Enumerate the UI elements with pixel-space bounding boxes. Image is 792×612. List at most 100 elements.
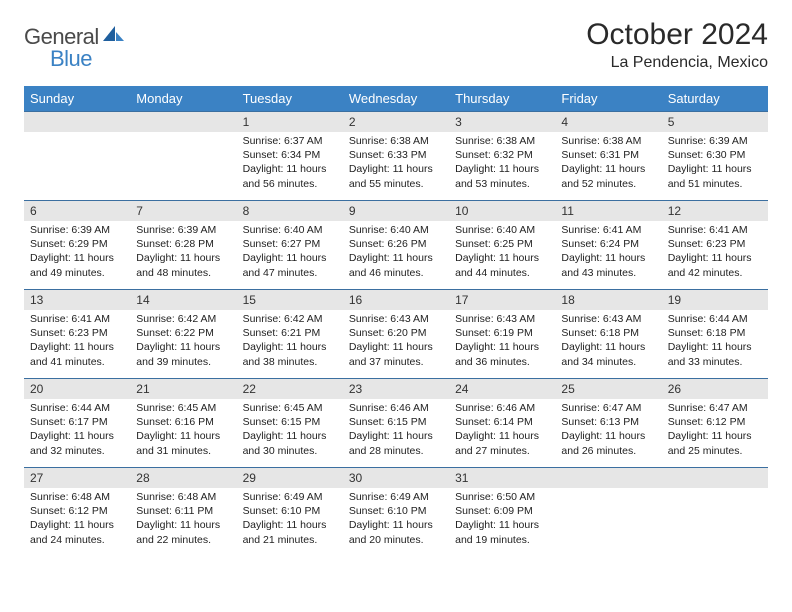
sunrise-text: Sunrise: 6:48 AM [136, 490, 230, 504]
daylight-text: Daylight: 11 hours and 51 minutes. [668, 162, 762, 190]
calendar-cell: 12Sunrise: 6:41 AMSunset: 6:23 PMDayligh… [662, 201, 768, 290]
calendar-table: Sunday Monday Tuesday Wednesday Thursday… [24, 86, 768, 556]
calendar-cell: 20Sunrise: 6:44 AMSunset: 6:17 PMDayligh… [24, 379, 130, 468]
sunset-text: Sunset: 6:16 PM [136, 415, 230, 429]
day-number: 27 [24, 468, 130, 488]
day-number: 12 [662, 201, 768, 221]
cell-body: Sunrise: 6:44 AMSunset: 6:17 PMDaylight:… [24, 399, 130, 462]
calendar-week-row: 6Sunrise: 6:39 AMSunset: 6:29 PMDaylight… [24, 201, 768, 290]
sunrise-text: Sunrise: 6:39 AM [136, 223, 230, 237]
weekday-header: Sunday [24, 86, 130, 112]
day-number: 9 [343, 201, 449, 221]
daylight-text: Daylight: 11 hours and 22 minutes. [136, 518, 230, 546]
logo-text-blue: Blue [50, 46, 92, 71]
sunrise-text: Sunrise: 6:49 AM [349, 490, 443, 504]
daylight-text: Daylight: 11 hours and 37 minutes. [349, 340, 443, 368]
daylight-text: Daylight: 11 hours and 48 minutes. [136, 251, 230, 279]
cell-body: Sunrise: 6:43 AMSunset: 6:18 PMDaylight:… [555, 310, 661, 373]
weekday-header: Tuesday [237, 86, 343, 112]
sunset-text: Sunset: 6:22 PM [136, 326, 230, 340]
sunrise-text: Sunrise: 6:45 AM [136, 401, 230, 415]
day-number: 30 [343, 468, 449, 488]
sunset-text: Sunset: 6:28 PM [136, 237, 230, 251]
day-number: 24 [449, 379, 555, 399]
daylight-text: Daylight: 11 hours and 31 minutes. [136, 429, 230, 457]
cell-body: Sunrise: 6:43 AMSunset: 6:19 PMDaylight:… [449, 310, 555, 373]
calendar-cell: 13Sunrise: 6:41 AMSunset: 6:23 PMDayligh… [24, 290, 130, 379]
daylight-text: Daylight: 11 hours and 30 minutes. [243, 429, 337, 457]
sunrise-text: Sunrise: 6:47 AM [561, 401, 655, 415]
cell-body: Sunrise: 6:50 AMSunset: 6:09 PMDaylight:… [449, 488, 555, 551]
cell-body: Sunrise: 6:47 AMSunset: 6:13 PMDaylight:… [555, 399, 661, 462]
calendar-cell: 30Sunrise: 6:49 AMSunset: 6:10 PMDayligh… [343, 468, 449, 557]
calendar-cell: 27Sunrise: 6:48 AMSunset: 6:12 PMDayligh… [24, 468, 130, 557]
sunset-text: Sunset: 6:12 PM [30, 504, 124, 518]
daylight-text: Daylight: 11 hours and 28 minutes. [349, 429, 443, 457]
calendar-cell: 25Sunrise: 6:47 AMSunset: 6:13 PMDayligh… [555, 379, 661, 468]
cell-body: Sunrise: 6:48 AMSunset: 6:12 PMDaylight:… [24, 488, 130, 551]
cell-body: Sunrise: 6:37 AMSunset: 6:34 PMDaylight:… [237, 132, 343, 195]
day-number: 14 [130, 290, 236, 310]
sunrise-text: Sunrise: 6:39 AM [668, 134, 762, 148]
sunrise-text: Sunrise: 6:40 AM [243, 223, 337, 237]
weekday-header: Friday [555, 86, 661, 112]
cell-body: Sunrise: 6:38 AMSunset: 6:32 PMDaylight:… [449, 132, 555, 195]
daylight-text: Daylight: 11 hours and 53 minutes. [455, 162, 549, 190]
daylight-text: Daylight: 11 hours and 34 minutes. [561, 340, 655, 368]
daylight-text: Daylight: 11 hours and 39 minutes. [136, 340, 230, 368]
cell-body: Sunrise: 6:49 AMSunset: 6:10 PMDaylight:… [343, 488, 449, 551]
day-number: 10 [449, 201, 555, 221]
cell-body: Sunrise: 6:40 AMSunset: 6:27 PMDaylight:… [237, 221, 343, 284]
day-number: 2 [343, 112, 449, 132]
cell-body: Sunrise: 6:47 AMSunset: 6:12 PMDaylight:… [662, 399, 768, 462]
cell-body: Sunrise: 6:44 AMSunset: 6:18 PMDaylight:… [662, 310, 768, 373]
daylight-text: Daylight: 11 hours and 49 minutes. [30, 251, 124, 279]
cell-body: Sunrise: 6:49 AMSunset: 6:10 PMDaylight:… [237, 488, 343, 551]
cell-body: Sunrise: 6:42 AMSunset: 6:22 PMDaylight:… [130, 310, 236, 373]
weekday-header-row: Sunday Monday Tuesday Wednesday Thursday… [24, 86, 768, 112]
calendar-cell: 6Sunrise: 6:39 AMSunset: 6:29 PMDaylight… [24, 201, 130, 290]
day-number: 16 [343, 290, 449, 310]
cell-body: Sunrise: 6:41 AMSunset: 6:23 PMDaylight:… [662, 221, 768, 284]
daylight-text: Daylight: 11 hours and 36 minutes. [455, 340, 549, 368]
day-number: 29 [237, 468, 343, 488]
day-number: 19 [662, 290, 768, 310]
calendar-cell: 28Sunrise: 6:48 AMSunset: 6:11 PMDayligh… [130, 468, 236, 557]
cell-body: Sunrise: 6:46 AMSunset: 6:15 PMDaylight:… [343, 399, 449, 462]
daylight-text: Daylight: 11 hours and 46 minutes. [349, 251, 443, 279]
calendar-cell: 31Sunrise: 6:50 AMSunset: 6:09 PMDayligh… [449, 468, 555, 557]
cell-body: Sunrise: 6:40 AMSunset: 6:26 PMDaylight:… [343, 221, 449, 284]
cell-body: Sunrise: 6:42 AMSunset: 6:21 PMDaylight:… [237, 310, 343, 373]
day-number: 28 [130, 468, 236, 488]
sunset-text: Sunset: 6:12 PM [668, 415, 762, 429]
calendar-cell: 19Sunrise: 6:44 AMSunset: 6:18 PMDayligh… [662, 290, 768, 379]
calendar-week-row: 27Sunrise: 6:48 AMSunset: 6:12 PMDayligh… [24, 468, 768, 557]
sunrise-text: Sunrise: 6:38 AM [561, 134, 655, 148]
day-number: 7 [130, 201, 236, 221]
daylight-text: Daylight: 11 hours and 33 minutes. [668, 340, 762, 368]
day-number: 18 [555, 290, 661, 310]
calendar-cell: 10Sunrise: 6:40 AMSunset: 6:25 PMDayligh… [449, 201, 555, 290]
calendar-cell: 3Sunrise: 6:38 AMSunset: 6:32 PMDaylight… [449, 112, 555, 201]
page: General October 2024 La Pendencia, Mexic… [0, 0, 792, 574]
sunset-text: Sunset: 6:10 PM [243, 504, 337, 518]
daylight-text: Daylight: 11 hours and 24 minutes. [30, 518, 124, 546]
daylight-text: Daylight: 11 hours and 19 minutes. [455, 518, 549, 546]
sunset-text: Sunset: 6:26 PM [349, 237, 443, 251]
sunset-text: Sunset: 6:13 PM [561, 415, 655, 429]
weekday-header: Saturday [662, 86, 768, 112]
sunrise-text: Sunrise: 6:46 AM [349, 401, 443, 415]
sunset-text: Sunset: 6:17 PM [30, 415, 124, 429]
cell-body: Sunrise: 6:39 AMSunset: 6:29 PMDaylight:… [24, 221, 130, 284]
sunrise-text: Sunrise: 6:44 AM [668, 312, 762, 326]
cell-body: Sunrise: 6:39 AMSunset: 6:30 PMDaylight:… [662, 132, 768, 195]
sunset-text: Sunset: 6:24 PM [561, 237, 655, 251]
weekday-header: Thursday [449, 86, 555, 112]
cell-body: Sunrise: 6:41 AMSunset: 6:23 PMDaylight:… [24, 310, 130, 373]
daylight-text: Daylight: 11 hours and 41 minutes. [30, 340, 124, 368]
sunrise-text: Sunrise: 6:47 AM [668, 401, 762, 415]
calendar-cell: 29Sunrise: 6:49 AMSunset: 6:10 PMDayligh… [237, 468, 343, 557]
day-number: 17 [449, 290, 555, 310]
cell-body: Sunrise: 6:48 AMSunset: 6:11 PMDaylight:… [130, 488, 236, 551]
sunrise-text: Sunrise: 6:38 AM [455, 134, 549, 148]
